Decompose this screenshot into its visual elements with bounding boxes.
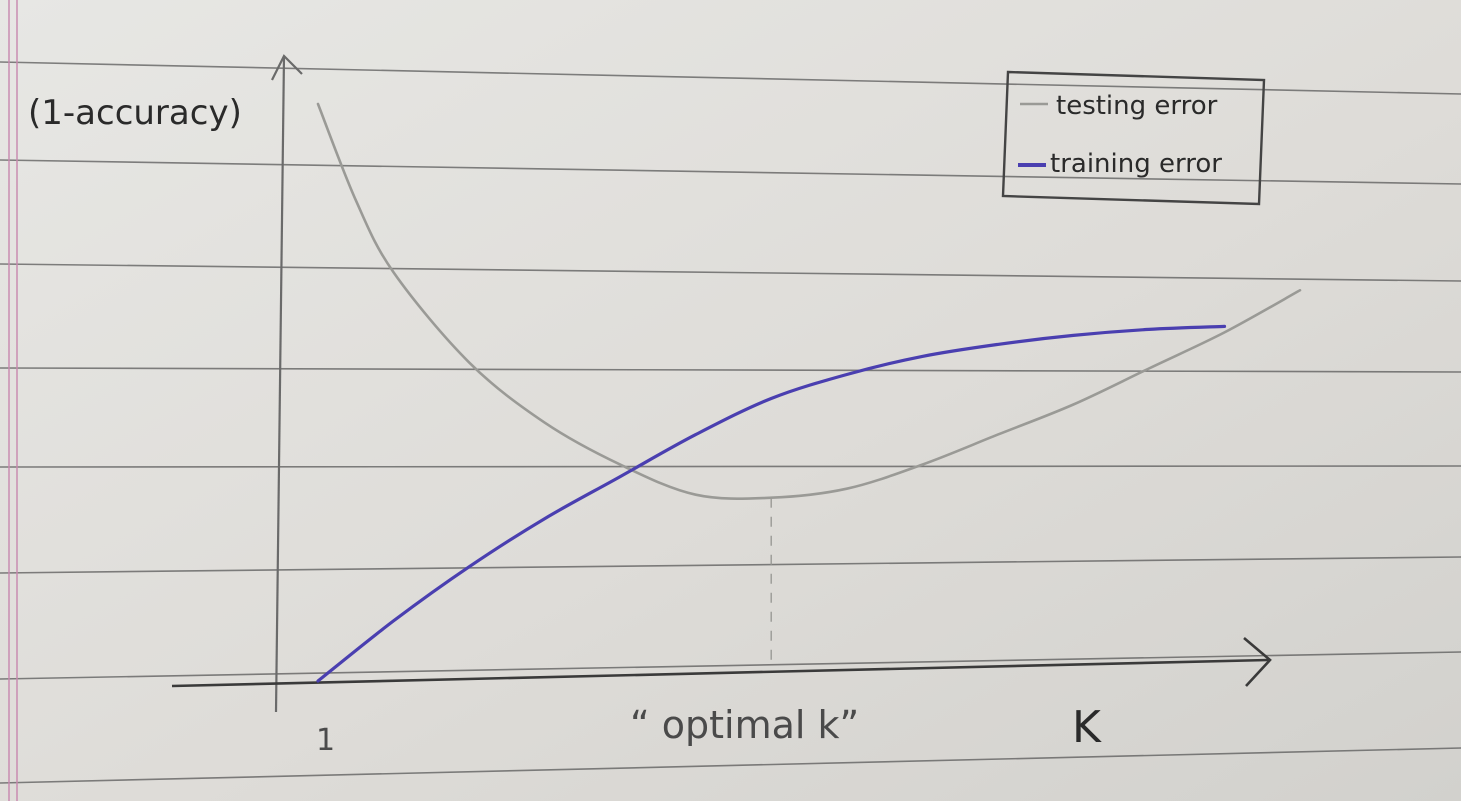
legend-box <box>1001 70 1266 206</box>
margin-lines <box>8 0 18 801</box>
optimal-k-annotation: “ optimal k” <box>630 703 859 747</box>
series-line-training-error <box>316 324 1227 683</box>
ruled-lines <box>0 61 1461 784</box>
y-axis <box>271 54 303 713</box>
legend-label-testing-error: testing error <box>1056 91 1218 121</box>
x-axis <box>171 637 1272 688</box>
legend: testing error training error <box>1001 70 1266 206</box>
series-line-testing-error <box>316 102 1302 500</box>
legend-label-training-error: training error <box>1050 149 1222 179</box>
y-axis-label: (1-accuracy) <box>28 93 242 133</box>
x-axis-label: K <box>1072 702 1102 753</box>
x-tick-label: 1 <box>316 723 335 758</box>
